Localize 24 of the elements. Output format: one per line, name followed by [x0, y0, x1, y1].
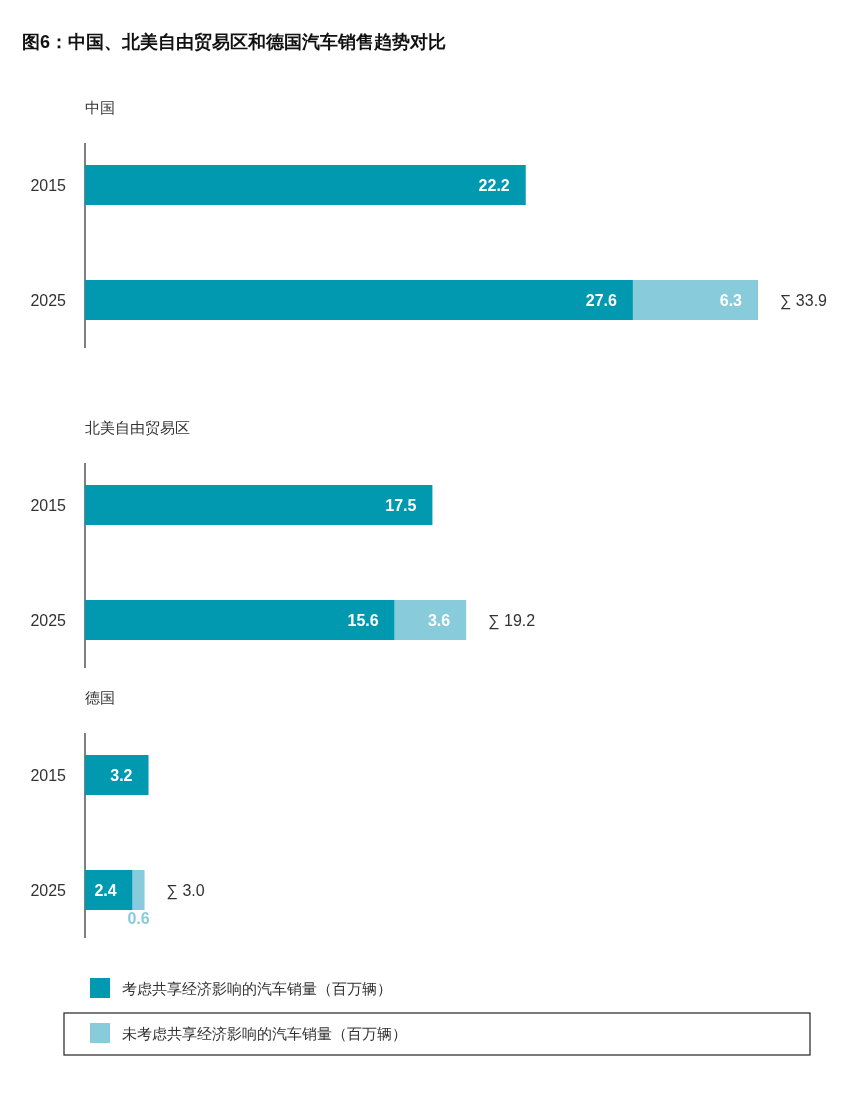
chart-title: 北美自由贸易区 [85, 419, 190, 436]
y-tick-label: 2025 [30, 292, 67, 309]
y-tick-label: 2015 [30, 767, 67, 784]
chart-title: 图6：中国、北美自由贸易区和德国汽车销售趋势对比 [22, 32, 447, 52]
total-label: ∑ 3.0 [166, 882, 205, 900]
data-label: 3.6 [427, 612, 451, 629]
data-label: 0.6 [127, 910, 150, 927]
data-label: 27.6 [585, 292, 618, 309]
total-label: ∑ 19.2 [488, 612, 536, 630]
y-tick-label: 2015 [30, 177, 67, 194]
chart-subtitle: 中国 [85, 99, 115, 116]
data-label: 3.2 [110, 767, 133, 784]
data-label: 15.6 [347, 612, 379, 629]
data-label: 2.4 [94, 882, 117, 899]
data-label: 17.5 [385, 497, 417, 514]
data-label: 22.2 [478, 177, 510, 194]
y-tick-label: 2025 [30, 882, 67, 899]
y-tick-label: 2025 [30, 612, 67, 629]
total-label: ∑ 33.9 [780, 292, 828, 310]
y-tick-label: 2015 [30, 497, 67, 514]
data-label: 6.3 [719, 292, 743, 309]
legend-label: 未考虑共享经济影响的汽车销量（百万辆） [122, 1025, 407, 1042]
legend-label: 考虑共享经济影响的汽车销量（百万辆） [122, 980, 392, 997]
chart-title: 德国 [85, 689, 115, 706]
